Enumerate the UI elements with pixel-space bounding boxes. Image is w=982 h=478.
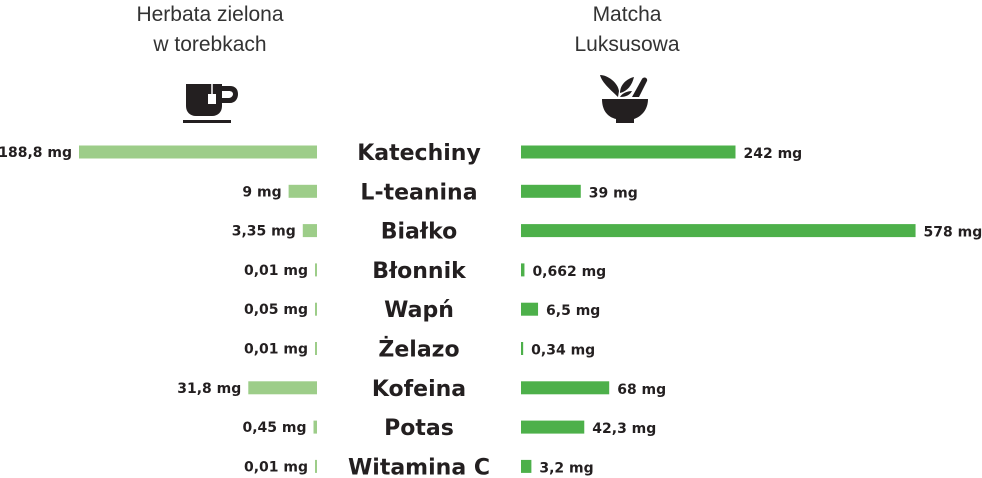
value-label-right: 39 mg <box>589 185 638 201</box>
bar-left <box>288 184 317 198</box>
value-label-left: 0,01 mg <box>244 342 308 358</box>
value-label-left: 188,8 mg <box>0 145 72 161</box>
bar-left <box>79 145 317 159</box>
bar-left <box>313 420 317 434</box>
bar-right <box>521 224 916 238</box>
series-left-title: Herbata zielona w torebkach <box>80 0 340 60</box>
value-label-left: 0,01 mg <box>244 263 308 279</box>
value-label-right: 0,662 mg <box>532 264 606 280</box>
mortar-leaves-icon <box>600 75 648 123</box>
category-label: L-teanina <box>360 180 477 205</box>
value-label-right: 6,5 mg <box>546 303 600 319</box>
series-right-title: Matcha Luksusowa <box>497 0 757 60</box>
value-label-right: 578 mg <box>924 225 982 241</box>
bar-right <box>521 145 736 159</box>
category-label: Białko <box>381 220 457 245</box>
bar-left <box>315 342 317 355</box>
value-label-left: 31,8 mg <box>177 381 241 397</box>
bar-right <box>521 459 532 473</box>
bar-left <box>302 224 317 238</box>
category-label: Wapń <box>384 298 454 323</box>
category-label: Kofeina <box>372 377 466 402</box>
value-label-left: 9 mg <box>242 184 281 200</box>
value-label-right: 42,3 mg <box>592 421 656 437</box>
value-label-right: 242 mg <box>744 146 803 162</box>
category-label: Żelazo <box>378 337 459 363</box>
value-label-left: 0,45 mg <box>242 420 306 436</box>
bar-right <box>521 302 539 316</box>
value-label-left: 3,35 mg <box>232 224 296 240</box>
value-label-right: 3,2 mg <box>539 460 593 476</box>
bar-right <box>521 342 524 355</box>
bar-left <box>315 302 317 316</box>
value-label-left: 0,01 mg <box>244 459 308 475</box>
bar-left <box>315 459 317 473</box>
series-left-title-line2: w torebkach <box>153 33 267 56</box>
bar-right <box>521 184 581 198</box>
bar-right <box>521 263 525 277</box>
series-right-title-line1: Matcha <box>592 3 662 26</box>
bar-left <box>315 263 317 277</box>
series-left-title-line1: Herbata zielona <box>136 3 284 26</box>
bar-left <box>248 381 317 395</box>
bar-right <box>521 420 585 434</box>
bar-right <box>521 381 610 395</box>
value-label-right: 0,34 mg <box>531 343 595 359</box>
category-label: Potas <box>384 416 454 441</box>
value-label-right: 68 mg <box>617 382 666 398</box>
value-label-left: 0,05 mg <box>244 302 308 318</box>
teacup-icon <box>183 84 238 123</box>
series-right-title-line2: Luksusowa <box>574 33 680 56</box>
category-label: Błonnik <box>372 259 467 284</box>
category-label: Katechiny <box>357 141 481 166</box>
category-label: Witamina C <box>348 455 490 478</box>
